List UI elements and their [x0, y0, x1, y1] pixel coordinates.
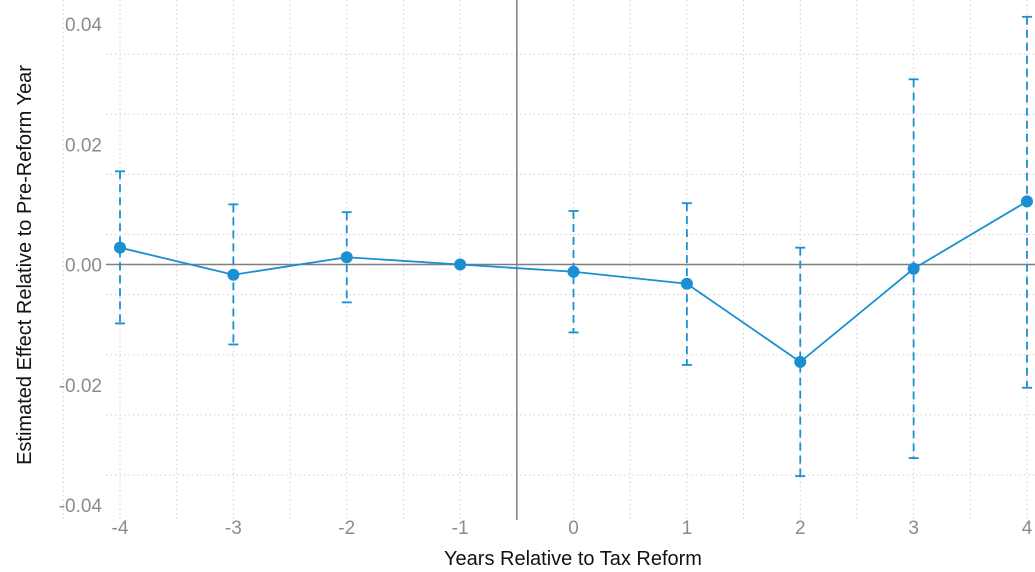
y-tick-label: -0.02: [59, 376, 102, 397]
x-tick-label: -3: [225, 518, 242, 539]
data-point: [1021, 195, 1033, 208]
x-tick-label: 2: [795, 518, 806, 539]
x-tick-labels: -4 -3 -2 -1 0 1 2 3 4: [112, 518, 1033, 539]
y-tick-label: -0.04: [59, 496, 103, 517]
reference-lines: [106, 0, 1035, 520]
data-point: [907, 262, 920, 275]
x-tick-label: 0: [568, 518, 579, 539]
x-tick-label: 1: [682, 518, 693, 539]
data-point: [680, 277, 693, 290]
y-tick-labels: -0.04 -0.02 0.00 0.02 0.04: [59, 15, 103, 517]
y-tick-label: 0.00: [65, 256, 102, 277]
data-point: [454, 258, 467, 271]
y-tick-label: 0.04: [65, 15, 102, 36]
x-axis-title: Years Relative to Tax Reform: [444, 548, 702, 570]
y-axis-title: Estimated Effect Relative to Pre-Reform …: [14, 65, 36, 465]
y-tick-label: 0.02: [65, 135, 102, 156]
grid-lines: [62, 0, 1035, 519]
x-tick-label: 3: [908, 518, 919, 539]
data-point: [227, 268, 240, 281]
x-tick-label: 4: [1022, 518, 1033, 539]
data-point: [114, 241, 126, 254]
data-point: [567, 265, 580, 278]
x-tick-label: -4: [112, 518, 129, 539]
x-tick-label: -1: [452, 518, 469, 539]
data-point: [340, 251, 353, 264]
x-tick-label: -2: [338, 518, 355, 539]
data-points: [114, 195, 1033, 368]
data-point: [794, 355, 807, 368]
